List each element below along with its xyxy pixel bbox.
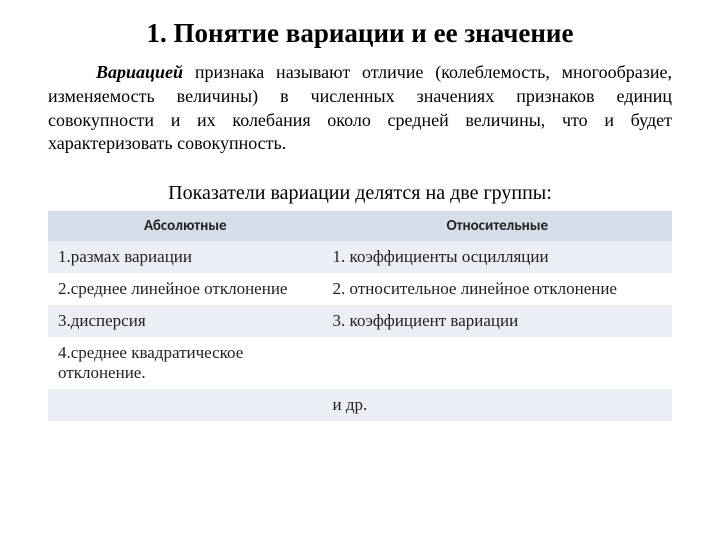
cell-relative: 3. коэффициент вариации xyxy=(323,305,672,337)
page-title: 1. Понятие вариации и ее значение xyxy=(48,18,672,49)
cell-absolute: 3.дисперсия xyxy=(48,305,323,337)
lead-term: Вариацией xyxy=(96,62,183,82)
col-header-absolute: Абсолютные xyxy=(48,211,323,241)
cell-relative xyxy=(323,337,672,389)
cell-relative: и др. xyxy=(323,389,672,421)
table-row: 2.среднее линейное отклонение 2. относит… xyxy=(48,273,672,305)
table-row: 4.среднее квадратическое отклонение. xyxy=(48,337,672,389)
cell-absolute xyxy=(48,389,323,421)
cell-relative: 2. относительное линейное отклонение xyxy=(323,273,672,305)
table-caption: Показатели вариации делятся на две групп… xyxy=(48,182,672,205)
cell-absolute: 2.среднее линейное отклонение xyxy=(48,273,323,305)
cell-relative: 1. коэффициенты осцилляции xyxy=(323,241,672,273)
col-header-relative: Относительные xyxy=(323,211,672,241)
cell-absolute: 1.размах вариации xyxy=(48,241,323,273)
slide: 1. Понятие вариации и ее значение Вариац… xyxy=(0,0,720,540)
table-row: и др. xyxy=(48,389,672,421)
table-row: 1.размах вариации 1. коэффициенты осцилл… xyxy=(48,241,672,273)
definition-paragraph: Вариацией признака называют отличие (кол… xyxy=(48,61,672,156)
variation-indicators-table: Абсолютные Относительные 1.размах вариац… xyxy=(48,211,672,421)
table-header-row: Абсолютные Относительные xyxy=(48,211,672,241)
cell-absolute: 4.среднее квадратическое отклонение. xyxy=(48,337,323,389)
table-row: 3.дисперсия 3. коэффициент вариации xyxy=(48,305,672,337)
